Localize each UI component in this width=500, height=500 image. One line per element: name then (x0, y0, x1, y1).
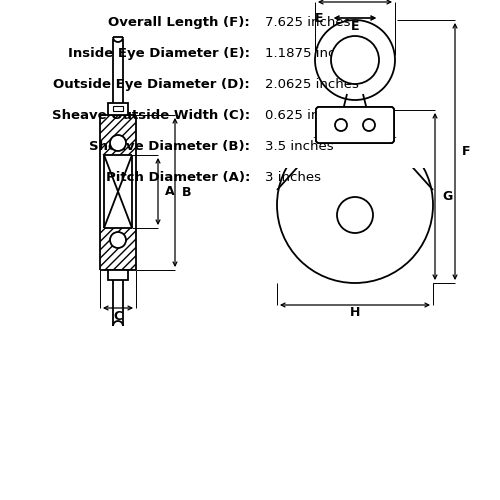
Text: G: G (442, 190, 452, 203)
Text: H: H (350, 306, 360, 320)
Text: Sheave Diameter (B):: Sheave Diameter (B): (89, 140, 250, 153)
Bar (100, 228, 136, 270)
FancyBboxPatch shape (316, 107, 394, 143)
Circle shape (363, 119, 375, 131)
Bar (113, 106, 123, 111)
Text: Pitch Diameter (A):: Pitch Diameter (A): (106, 171, 250, 184)
Text: E: E (314, 12, 323, 24)
Circle shape (110, 232, 126, 248)
Text: D: D (350, 0, 360, 2)
Text: Outside Eye Diameter (D):: Outside Eye Diameter (D): (53, 78, 250, 91)
Bar (108, 103, 128, 115)
Text: F: F (462, 145, 470, 158)
Text: C: C (114, 310, 122, 322)
Bar (275, 138, 435, 168)
Circle shape (337, 197, 373, 233)
Text: 2.0625 inches: 2.0625 inches (265, 78, 359, 91)
FancyBboxPatch shape (316, 107, 394, 143)
Circle shape (315, 20, 395, 100)
Text: Overall Length (F):: Overall Length (F): (108, 16, 250, 29)
Text: Inside Eye Diameter (E):: Inside Eye Diameter (E): (68, 47, 250, 60)
Text: 3.5 inches: 3.5 inches (265, 140, 334, 153)
Bar (100, 115, 136, 155)
Text: B: B (182, 186, 192, 199)
Text: Sheave Outside Width (C):: Sheave Outside Width (C): (52, 109, 250, 122)
Circle shape (331, 36, 379, 84)
Text: 1.1875 inches: 1.1875 inches (265, 47, 359, 60)
Text: 3 inches: 3 inches (265, 171, 321, 184)
Circle shape (335, 119, 347, 131)
Text: 0.625 inches: 0.625 inches (265, 109, 350, 122)
Circle shape (110, 135, 126, 151)
Circle shape (277, 127, 433, 283)
Bar (104, 155, 132, 228)
Text: 7.625 inches: 7.625 inches (265, 16, 350, 29)
Text: E: E (351, 20, 359, 32)
Text: A: A (165, 185, 174, 198)
Bar (108, 270, 128, 280)
